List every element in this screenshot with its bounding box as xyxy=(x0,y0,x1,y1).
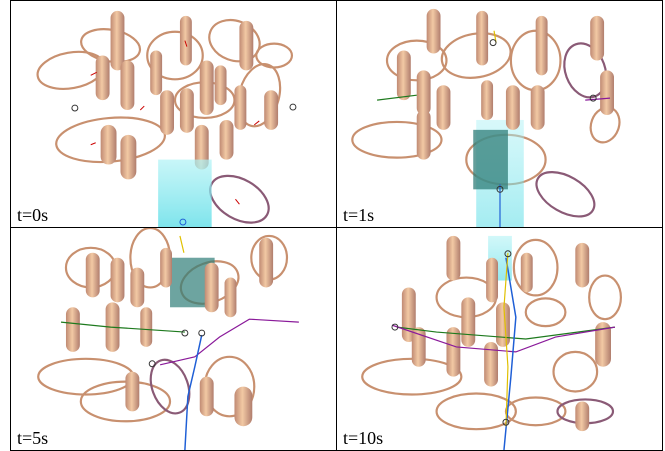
scene-t1 xyxy=(351,8,621,227)
scene-t0 xyxy=(36,10,297,227)
panel-t5: t=5s xyxy=(10,227,337,451)
time-label: t=1s xyxy=(343,205,375,225)
panel-t1: t=1s xyxy=(336,0,663,228)
time-label: t=5s xyxy=(17,428,49,448)
panel-t10: t=10s xyxy=(336,227,663,451)
time-label: t=0s xyxy=(17,205,49,225)
panel-t0: t=0s xyxy=(10,0,337,228)
time-label: t=10s xyxy=(343,428,384,448)
scene-t5 xyxy=(37,228,299,450)
scene-t10 xyxy=(361,235,622,450)
